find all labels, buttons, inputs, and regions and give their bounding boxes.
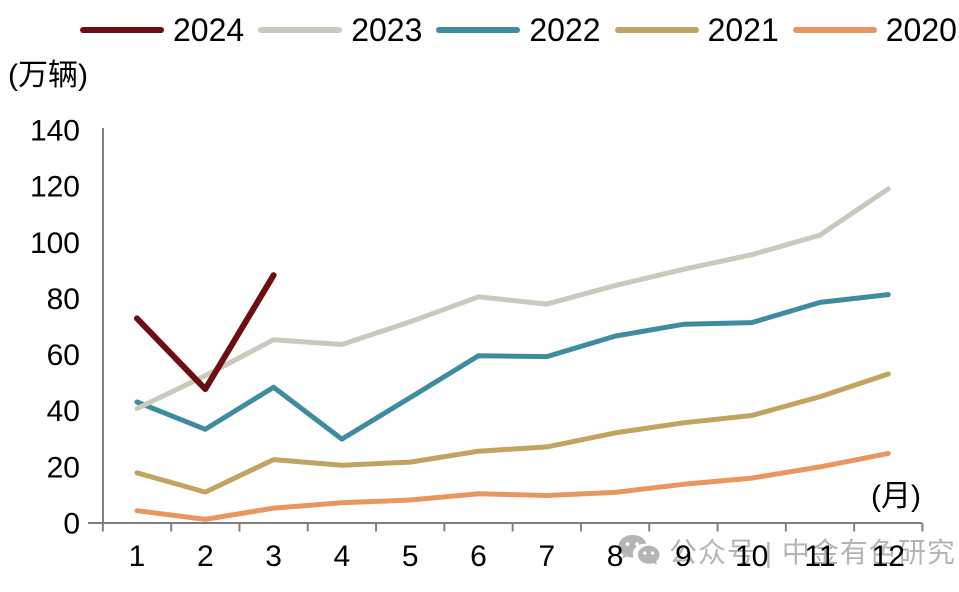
x-tick-label: 7 (538, 540, 555, 573)
series-lines (134, 186, 891, 522)
x-tick-label: 1 (129, 540, 146, 573)
legend-label: 2021 (707, 12, 779, 48)
y-axis-unit-label: (万辆) (8, 59, 88, 92)
legend-swatch-2020 (792, 27, 877, 34)
y-tick-label: 60 (47, 339, 80, 372)
y-tick-label: 80 (47, 283, 80, 316)
axis-lines (88, 128, 922, 524)
legend-item-2023: 2023 (258, 12, 422, 49)
legend-label: 2020 (885, 12, 957, 48)
axes (88, 128, 924, 532)
legend: 2024 2023 2022 2021 2020 (80, 12, 957, 49)
series-line-2024 (134, 272, 277, 393)
x-tick-label: 2 (197, 540, 214, 573)
x-axis-unit-label: (月) (871, 480, 921, 513)
legend-swatch-2023 (258, 27, 343, 34)
legend-label: 2022 (529, 12, 601, 48)
x-tick-label: 12 (872, 540, 905, 573)
legend-item-2020: 2020 (792, 12, 957, 49)
legend-item-2021: 2021 (614, 12, 779, 49)
watermark-text: 公众号 | 中金有色研究 (669, 537, 956, 568)
x-tick-label: 5 (402, 540, 419, 573)
legend-item-2024: 2024 (80, 12, 244, 49)
legend-swatch-2024 (80, 27, 164, 34)
series-line-2023 (134, 186, 891, 411)
wechat-icon (618, 535, 660, 565)
legend-item-2022: 2022 (436, 12, 601, 49)
x-tick-label: 4 (334, 540, 351, 573)
x-tick-label: 11 (804, 540, 835, 573)
y-tick-label: 120 (30, 171, 80, 204)
legend-label: 2023 (351, 12, 423, 48)
x-tick-label: 10 (735, 540, 768, 573)
x-tick-label: 6 (470, 540, 487, 573)
legend-swatch-2021 (614, 27, 699, 34)
x-tick-label: 8 (607, 540, 624, 573)
series-line-2021 (134, 371, 891, 495)
legend-swatch-2022 (436, 27, 521, 34)
series-line-2020 (134, 450, 891, 522)
y-tick-label: 140 (30, 115, 80, 148)
y-tick-label: 40 (47, 395, 80, 428)
y-tick-label: 100 (30, 227, 80, 260)
watermark: 公众号 | 中金有色研究 (617, 531, 956, 571)
legend-label: 2024 (173, 12, 245, 48)
series-line-2022 (134, 292, 891, 442)
y-tick-label: 20 (47, 451, 80, 484)
x-tick-label: 9 (675, 540, 692, 573)
x-tick-label: 3 (265, 540, 282, 573)
y-tick-label: 0 (63, 508, 80, 541)
